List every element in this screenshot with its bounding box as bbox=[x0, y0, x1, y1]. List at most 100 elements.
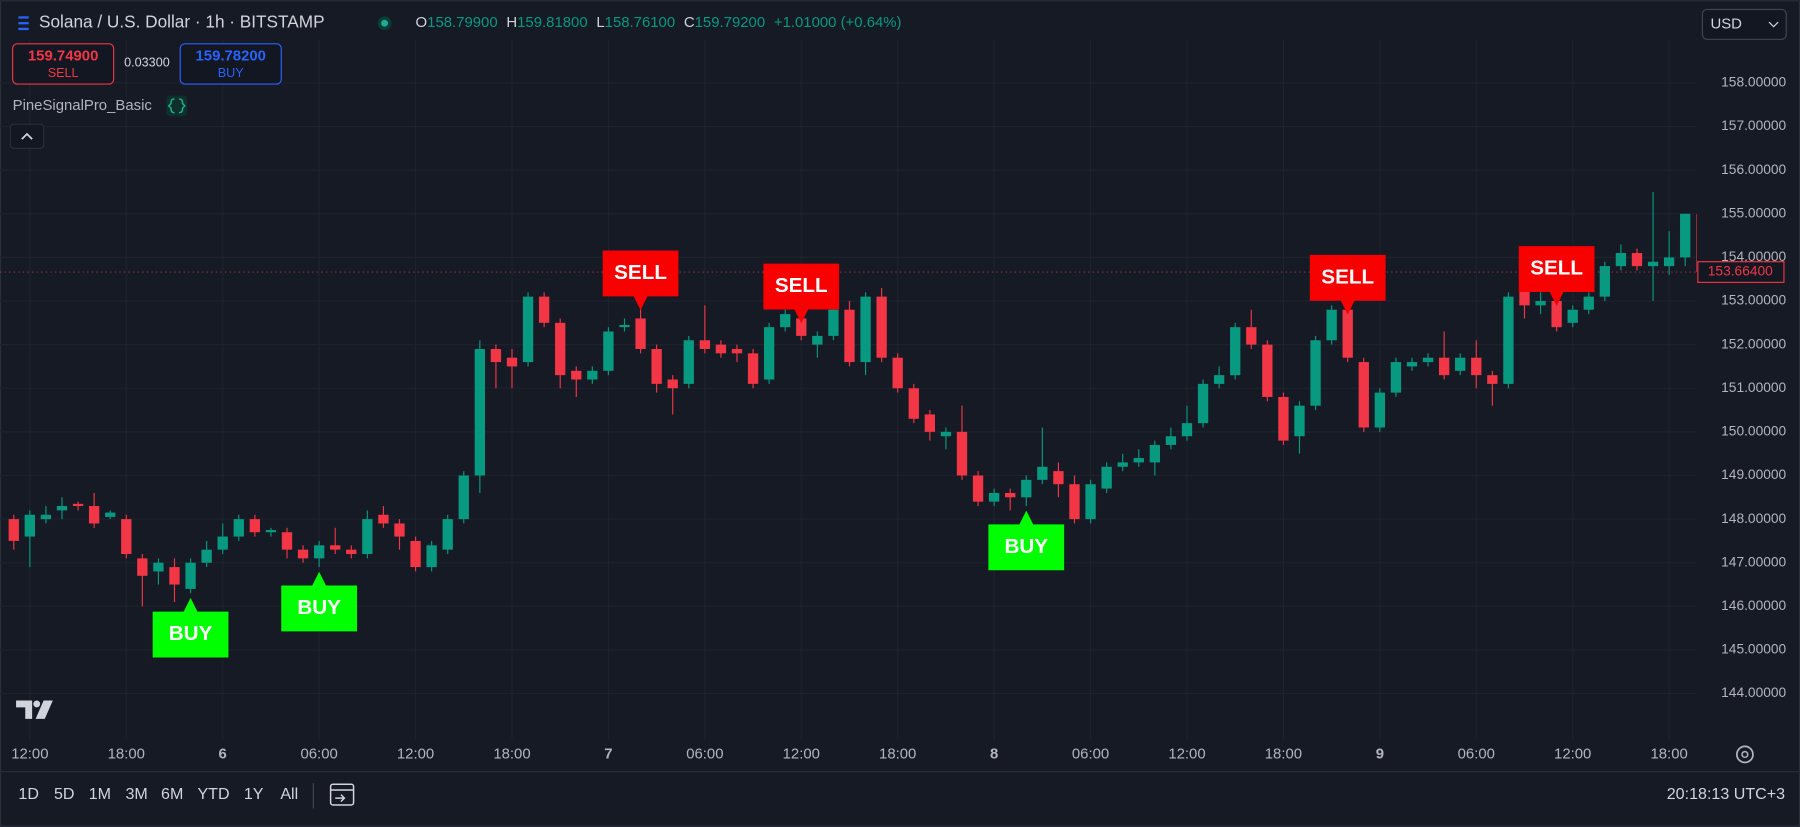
collapse-button[interactable] bbox=[9, 123, 45, 149]
candle-body bbox=[1278, 396, 1289, 441]
signal-label: BUY bbox=[169, 622, 213, 645]
currency: USD bbox=[1710, 15, 1742, 32]
sell-label: SELL bbox=[48, 66, 79, 80]
candle-body bbox=[1647, 261, 1659, 267]
candle-body bbox=[780, 314, 791, 328]
candle-body bbox=[1696, 213, 1697, 273]
ohlc-value: 159.79200 bbox=[695, 14, 765, 31]
range-buttons: 1D 5D 1M 3M 6M YTD 1Y All bbox=[18, 785, 298, 803]
candle-body bbox=[796, 318, 807, 336]
candle-body bbox=[1230, 327, 1241, 376]
candle-body bbox=[619, 324, 630, 328]
x-tick-label: 06:00 bbox=[1458, 745, 1495, 762]
candle-body bbox=[72, 503, 84, 507]
candle-body bbox=[860, 296, 871, 363]
candle-body bbox=[1326, 309, 1337, 341]
candle-body bbox=[1599, 266, 1611, 297]
candle-body bbox=[1021, 479, 1032, 498]
candles bbox=[8, 191, 1697, 607]
x-tick-label: 18:00 bbox=[108, 745, 145, 762]
candle-body bbox=[1310, 340, 1321, 406]
buy-label: BUY bbox=[218, 66, 245, 80]
candle-body bbox=[346, 549, 357, 555]
sell-button[interactable] bbox=[12, 43, 115, 85]
candle-body bbox=[1615, 253, 1627, 267]
candle-body bbox=[281, 532, 293, 550]
tradingview-logo[interactable] bbox=[16, 700, 53, 719]
candle-body bbox=[812, 335, 823, 345]
candle-body bbox=[1181, 423, 1193, 437]
candle-body bbox=[651, 348, 662, 384]
candle-body bbox=[330, 545, 341, 550]
last-price-box bbox=[1697, 261, 1785, 283]
candle-body bbox=[667, 379, 678, 389]
range-button[interactable]: 1D bbox=[18, 785, 39, 803]
x-tick-label: 06:00 bbox=[686, 745, 723, 762]
candle-body bbox=[1631, 253, 1643, 267]
clock[interactable]: 20:18:13 UTC+3 bbox=[1667, 785, 1785, 803]
y-tick-label: 148.00000 bbox=[1721, 511, 1786, 526]
candle-body bbox=[571, 370, 582, 380]
range-button[interactable]: 1M bbox=[89, 785, 111, 803]
x-tick-label: 18:00 bbox=[1650, 745, 1687, 762]
candle-body bbox=[1294, 405, 1305, 437]
range-button[interactable]: 5D bbox=[54, 785, 75, 803]
signal-label: SELL bbox=[614, 261, 667, 284]
x-tick-label: 8 bbox=[990, 745, 998, 762]
range-button[interactable]: 1Y bbox=[244, 785, 264, 803]
range-button[interactable]: 3M bbox=[125, 785, 147, 803]
range-button[interactable]: 6M bbox=[161, 785, 183, 803]
candle-body bbox=[555, 322, 566, 376]
symbol-title[interactable]: Solana / U.S. Dollar · 1h · BITSTAMP bbox=[39, 12, 325, 32]
candle-body bbox=[1455, 357, 1466, 371]
candle-body bbox=[249, 519, 261, 533]
y-tick-label: 147.00000 bbox=[1721, 554, 1786, 569]
signal-label-box bbox=[281, 571, 358, 632]
candle-body bbox=[972, 475, 984, 502]
candle-body bbox=[1262, 344, 1273, 397]
x-tick-label: 18:00 bbox=[493, 745, 530, 762]
braces-icon bbox=[167, 98, 186, 114]
signal-label-box bbox=[1309, 254, 1386, 315]
signal-label-box bbox=[152, 597, 229, 658]
x-tick-label: 06:00 bbox=[1072, 745, 1109, 762]
candle-body bbox=[474, 348, 486, 476]
candle-body bbox=[394, 523, 405, 537]
y-tick-label: 144.00000 bbox=[1721, 685, 1786, 700]
signal-label: SELL bbox=[1530, 257, 1583, 280]
candle-body bbox=[1197, 383, 1209, 424]
y-tick-label: 146.00000 bbox=[1721, 598, 1786, 613]
candle-body bbox=[844, 309, 855, 363]
goto-date-button[interactable] bbox=[329, 783, 355, 806]
candle-body bbox=[892, 357, 903, 389]
buy-price: 159.78200 bbox=[196, 47, 266, 64]
candle-body bbox=[217, 536, 228, 550]
signal-label: SELL bbox=[1321, 265, 1374, 288]
candle-body bbox=[1487, 375, 1498, 384]
range-button[interactable]: YTD bbox=[197, 785, 229, 803]
candle-body bbox=[1583, 296, 1594, 310]
candle-body bbox=[828, 309, 839, 336]
candle-body bbox=[233, 519, 244, 537]
currency-select[interactable] bbox=[1701, 8, 1787, 40]
grid bbox=[0, 39, 1697, 740]
buy-button[interactable] bbox=[179, 43, 282, 85]
range-button[interactable]: All bbox=[280, 785, 298, 803]
signal-label-box bbox=[1518, 246, 1595, 306]
candle-body bbox=[1422, 357, 1434, 363]
collapse-icon bbox=[21, 132, 33, 140]
candle-body bbox=[1374, 392, 1386, 428]
settings-button[interactable] bbox=[1736, 745, 1754, 764]
candle-body bbox=[1503, 296, 1514, 384]
candle-body bbox=[297, 549, 309, 559]
signal-label: BUY bbox=[297, 596, 341, 619]
candle-body bbox=[490, 348, 502, 363]
settings-icon bbox=[1741, 750, 1749, 759]
indicator-name[interactable]: PineSignalPro_Basic bbox=[13, 97, 153, 114]
candle-body bbox=[763, 327, 775, 380]
candle-body bbox=[410, 540, 421, 568]
candle-body bbox=[1149, 444, 1161, 463]
x-tick-label: 06:00 bbox=[300, 745, 337, 762]
